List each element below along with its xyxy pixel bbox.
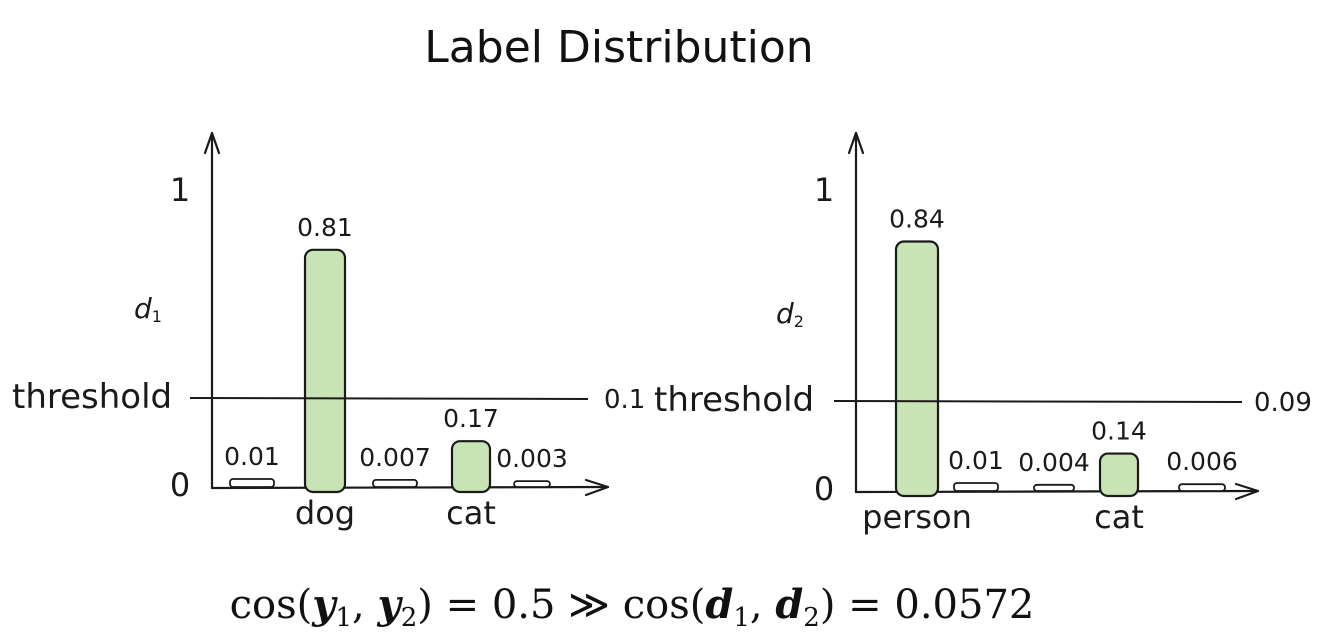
bar [372,479,418,488]
x-axis-arrowhead [1234,482,1260,501]
threshold-label: threshold [654,380,814,420]
y-axis-label: d2 [776,297,804,331]
formula-comma-d: , [750,582,775,628]
formula-comma: , [352,582,377,628]
y-axis-arrowhead [847,131,865,155]
formula-eq1: ) = 0.5 ≫ cos( [417,582,705,628]
figure-title: Label Distribution [424,22,813,73]
bar [303,248,347,494]
x-category-label: person [862,498,972,536]
x-axis-arrowhead [584,478,610,497]
bar-value-label: 0.01 [948,446,1004,475]
bar-value-label: 0.14 [1091,417,1147,446]
bar-value-label: 0.01 [224,442,280,471]
bar [450,440,492,494]
bar [1178,483,1226,492]
bar [513,480,551,488]
formula-d2: d [775,581,803,628]
y-tick-label-0: 0 [814,470,834,508]
threshold-label: threshold [12,377,172,417]
x-category-label: cat [446,494,496,532]
bar-value-label: 0.007 [359,443,431,472]
bar-value-label: 0.17 [443,404,499,433]
y-axis-arrowhead [203,131,221,155]
bar [1033,483,1075,492]
bar-value-label: 0.84 [889,204,945,233]
formula-cos-open: cos( [230,582,313,628]
bar-value-label: 0.006 [1166,447,1238,476]
cosine-formula: cos(y1, y2) = 0.5 ≫ cos(d1, d2) = 0.0572 [230,581,1035,633]
y-axis-label-subscript: 1 [152,307,162,326]
formula-y2: y [376,581,403,628]
formula-sub2-d: 2 [803,603,820,633]
formula-sub1: 1 [336,603,353,633]
bar [229,478,275,488]
y-axis-label-letter: d [776,297,794,330]
threshold-line [833,400,1243,403]
formula-sub2: 2 [401,603,418,633]
y-tick-label-1: 1 [814,171,834,209]
y-axis-label-subscript: 2 [794,312,804,331]
bar-value-label: 0.81 [297,213,353,242]
bar-value-label: 0.003 [496,444,568,473]
x-category-label: cat [1094,498,1144,536]
y-tick-label-1: 1 [170,171,190,209]
threshold-value-label: 0.1 [604,385,645,415]
formula-d1: d [705,581,733,628]
y-axis-label: d1 [134,292,162,326]
x-category-label: dog [295,494,355,532]
bar-value-label: 0.004 [1018,448,1090,477]
formula-eq2: ) = 0.0572 [820,582,1035,628]
threshold-value-label: 0.09 [1254,388,1312,418]
chart-d1: 01d10.010.81dog0.0070.17cat0.003threshol… [12,131,645,532]
y-tick-label-0: 0 [170,466,190,504]
formula-sub1-d: 1 [733,603,750,633]
threshold-line [189,397,589,400]
bar [953,482,999,492]
bar [1098,452,1140,498]
bar [894,240,940,498]
y-axis-label-letter: d [134,292,152,325]
formula-y1: y [311,581,338,628]
